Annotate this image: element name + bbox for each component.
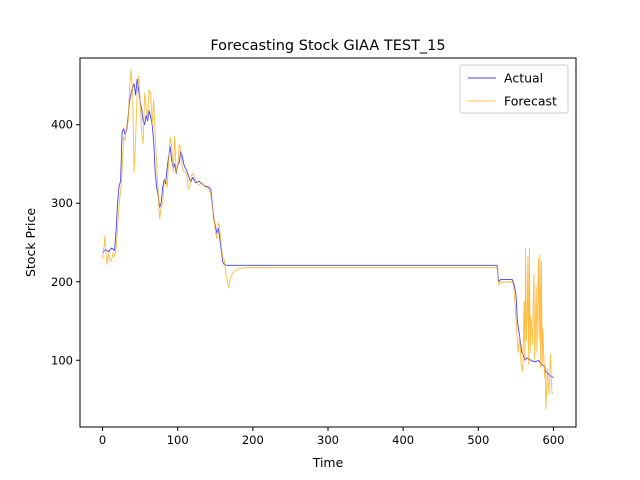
x-tick-label: 400 bbox=[392, 433, 414, 447]
legend: Actual Forecast bbox=[459, 64, 569, 114]
x-tick-label: 300 bbox=[317, 433, 339, 447]
x-tick-label: 500 bbox=[467, 433, 489, 447]
plot-layer bbox=[102, 68, 554, 410]
series-line-actual bbox=[102, 78, 554, 378]
y-tick-label: 100 bbox=[51, 353, 73, 367]
series-line-forecast bbox=[102, 68, 554, 410]
chart-title: Forecasting Stock GIAA TEST_15 bbox=[210, 38, 445, 54]
x-tick-label: 200 bbox=[242, 433, 264, 447]
y-tick-label: 300 bbox=[51, 196, 73, 210]
y-tick-label: 200 bbox=[51, 275, 73, 289]
x-tick-label: 600 bbox=[542, 433, 564, 447]
x-tick-label: 100 bbox=[167, 433, 189, 447]
y-axis-label: Stock Price bbox=[23, 208, 38, 277]
x-tick-label: 0 bbox=[99, 433, 106, 447]
legend-label-forecast: Forecast bbox=[504, 94, 557, 109]
ticks-layer: 0 100 200 300 400 500 600 100 200 300 400 bbox=[51, 118, 564, 447]
legend-label-actual: Actual bbox=[504, 71, 543, 86]
y-tick-label: 400 bbox=[51, 118, 73, 132]
x-axis-label: Time bbox=[312, 455, 344, 470]
